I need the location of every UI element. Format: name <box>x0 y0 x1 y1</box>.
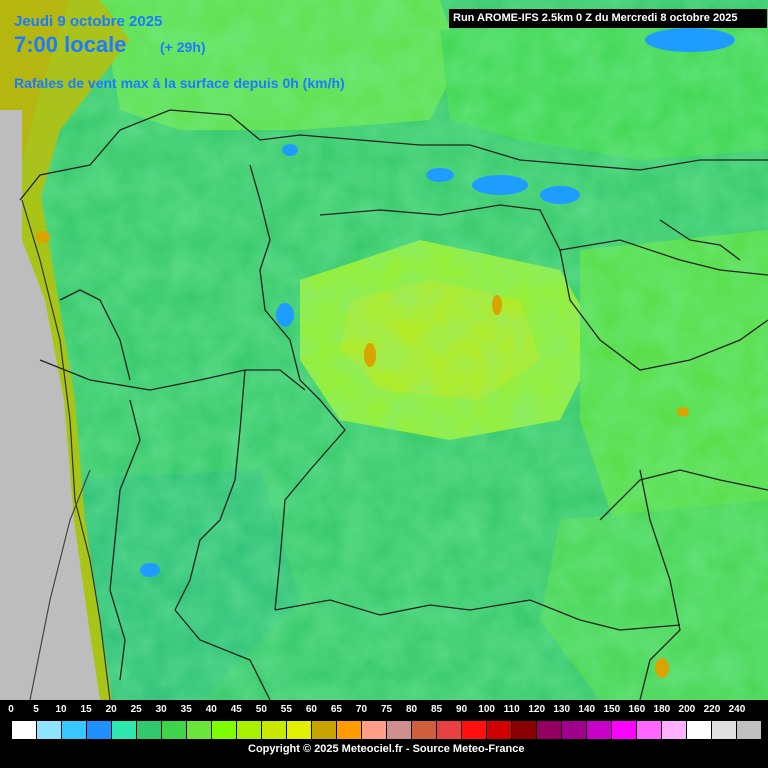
legend-swatch <box>112 721 137 739</box>
legend-swatch <box>187 721 212 739</box>
legend-label: 130 <box>553 704 571 715</box>
legend-swatch <box>687 721 712 739</box>
legend-label: 65 <box>330 704 342 715</box>
legend-swatch <box>37 721 62 739</box>
coast-strip <box>22 190 112 700</box>
legend-label: 200 <box>678 704 696 715</box>
legend-labels: 0 5 10 15 20 25 30 35 40 45 50 55 60 65 70 75 80 85 90 100 1… <box>0 704 768 718</box>
forecast-date: Jeudi 9 octobre 2025 <box>14 13 163 30</box>
region-borders <box>19 109 768 701</box>
legend-label: 75 <box>380 704 393 715</box>
legend-swatch <box>662 721 687 739</box>
legend-swatch <box>137 721 162 739</box>
coastline <box>21 199 111 701</box>
legend-swatch <box>162 721 187 739</box>
legend-swatch <box>312 721 337 739</box>
legend-swatch <box>737 721 761 739</box>
legend-swatch <box>287 721 312 739</box>
ocean-gray <box>0 110 110 700</box>
legend-color-scale <box>11 720 762 740</box>
legend-label: 70 <box>355 704 368 715</box>
map-description: Rafales de vent max à la surface depuis … <box>14 75 345 91</box>
forecast-time: 7:00 locale <box>14 32 127 57</box>
legend-label: 90 <box>456 704 468 715</box>
forecast-offset: (+ 29h) <box>160 39 206 55</box>
legend-label: 30 <box>155 704 167 715</box>
legend-swatch <box>512 721 537 739</box>
legend-label: 45 <box>230 704 242 715</box>
legend-label: 220 <box>703 704 721 715</box>
legend-swatch <box>537 721 562 739</box>
legend-label: 240 <box>728 704 746 715</box>
legend-swatch <box>587 721 612 739</box>
legend-swatch <box>387 721 412 739</box>
legend-swatch <box>87 721 112 739</box>
legend-label: 180 <box>653 704 671 715</box>
legend-swatch <box>712 721 737 739</box>
legend-label: 120 <box>528 704 546 715</box>
legend-label: 55 <box>280 704 292 715</box>
legend-swatch <box>337 721 362 739</box>
legend-swatch <box>412 721 437 739</box>
copyright: Copyright © 2025 Meteociel.fr - Source M… <box>248 743 525 755</box>
legend-label: 85 <box>431 704 443 715</box>
legend-swatch <box>562 721 587 739</box>
legend-label: 150 <box>603 704 621 715</box>
legend-label: 140 <box>578 704 596 715</box>
legend-label: 40 <box>205 704 217 715</box>
legend-label: 160 <box>628 704 646 715</box>
orange-hotspots <box>36 231 689 678</box>
legend-swatch <box>237 721 262 739</box>
legend-label: 100 <box>478 704 495 715</box>
legend-label: 60 <box>305 704 317 715</box>
legend-label: 0 <box>8 704 14 715</box>
legend-label: 80 <box>405 704 418 715</box>
legend-label: 10 <box>55 704 67 715</box>
legend-swatch <box>262 721 287 739</box>
legend-swatch <box>362 721 387 739</box>
run-info: Run AROME-IFS 2.5km 0 Z du Mercredi 8 oc… <box>449 9 767 28</box>
legend-label: 5 <box>33 704 39 715</box>
legend-swatch <box>612 721 637 739</box>
legend-swatch <box>437 721 462 739</box>
legend-swatch <box>462 721 487 739</box>
legend-label: 50 <box>255 704 267 715</box>
legend-swatch <box>637 721 662 739</box>
legend-label: 20 <box>105 704 117 715</box>
inner-line <box>29 469 91 701</box>
legend-swatch <box>487 721 512 739</box>
legend-swatch <box>62 721 87 739</box>
legend-label: 15 <box>80 704 92 715</box>
field-noise <box>0 0 768 700</box>
legend-label: 35 <box>180 704 192 715</box>
legend-label: 110 <box>503 704 520 715</box>
blue-patches <box>140 28 735 577</box>
legend-label: 25 <box>130 704 142 715</box>
legend-swatch <box>12 721 37 739</box>
legend-swatch <box>212 721 237 739</box>
